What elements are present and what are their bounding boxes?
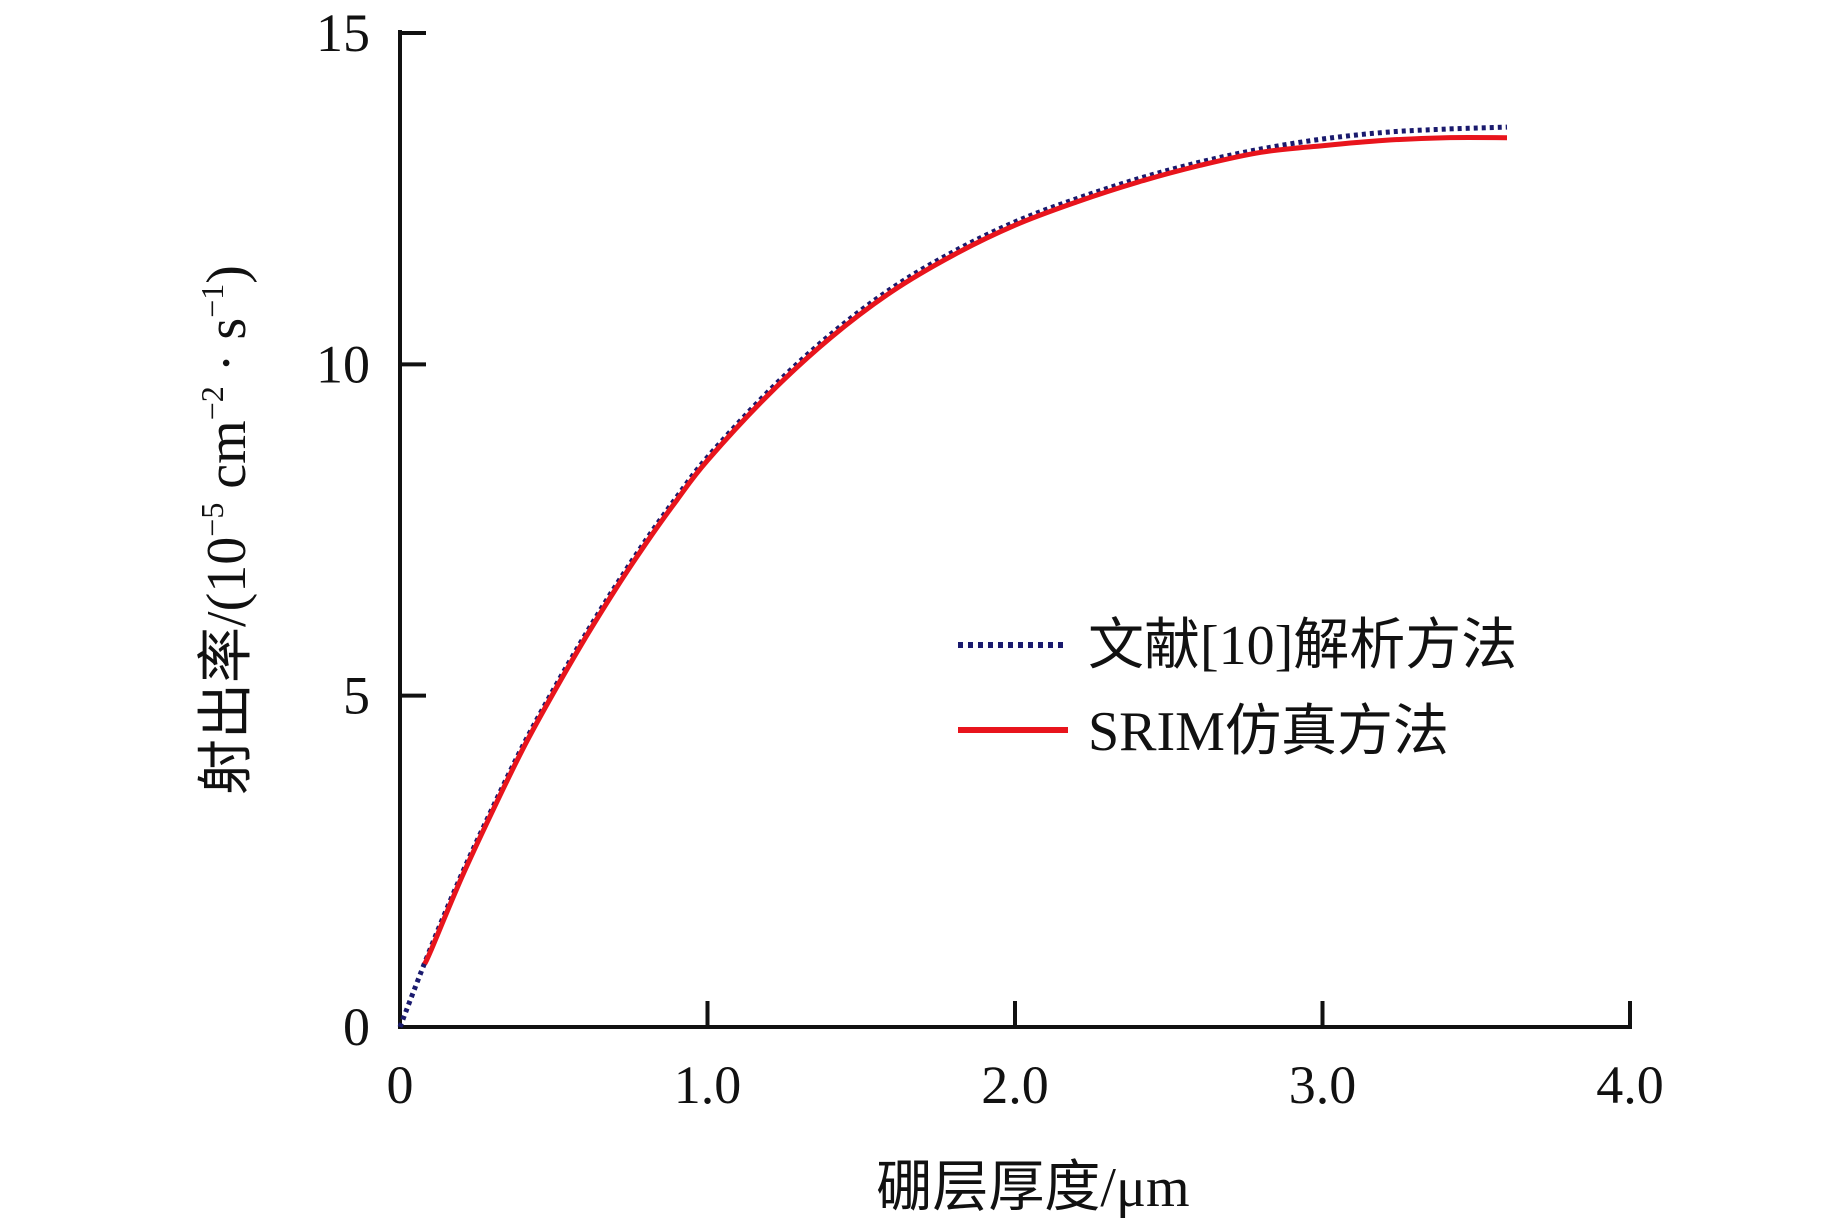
legend-label-analytic: 文献[10]解析方法 [1088,615,1517,677]
series-layer [397,124,1508,1028]
y-tick-label: 15 [316,3,370,63]
axes [398,30,1632,1029]
y-tick-label: 10 [316,334,370,394]
x-tick-label: 4.0 [1596,1055,1664,1115]
ticks: 0 1.0 2.0 3.0 4.0 0 5 10 15 [316,3,1664,1115]
legend: 文献[10]解析方法 SRIM仿真方法 [958,615,1517,763]
series-line-srim [422,135,1508,966]
x-tick-label: 1.0 [674,1055,742,1115]
legend-label-srim: SRIM仿真方法 [1088,701,1449,763]
y-tick-label: 5 [343,666,370,726]
x-tick-label: 0 [387,1055,414,1115]
series-line-analytic [397,124,1508,1028]
x-axis-title: 硼层厚度/μm [876,1157,1189,1219]
y-axis-title: 射出率/(10−5 cm−2 · s−1) [194,265,258,795]
x-tick-label: 3.0 [1289,1055,1357,1115]
x-tick-label: 2.0 [981,1055,1049,1115]
y-tick-label: 0 [343,997,370,1057]
